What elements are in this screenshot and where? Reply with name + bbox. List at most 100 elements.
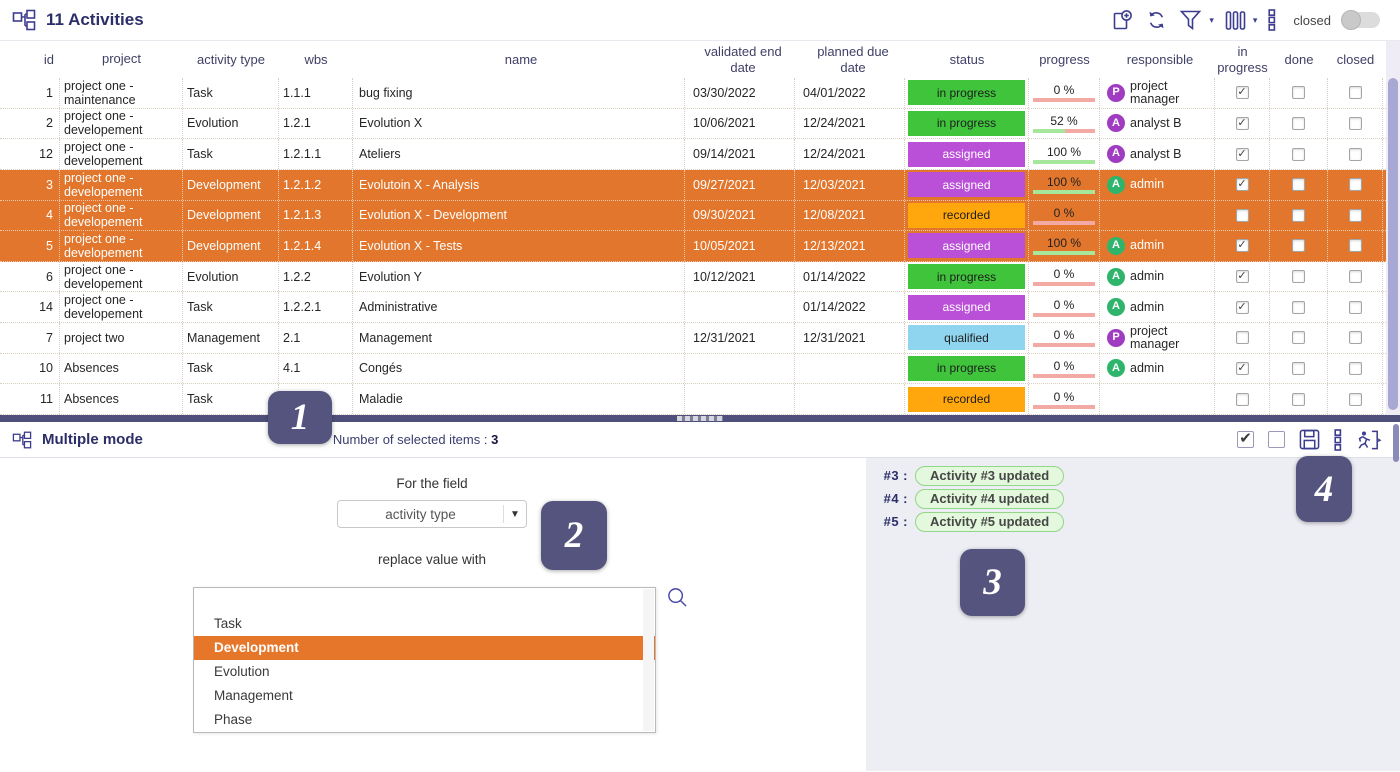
cell-in-progress: ✓: [1215, 231, 1270, 261]
horizontal-scrollbar-thumb[interactable]: [677, 416, 723, 421]
table-row[interactable]: 3 project one - developement Development 1.…: [0, 169, 1400, 201]
search-icon[interactable]: [666, 586, 691, 611]
checkbox-in-progress[interactable]: [1235, 392, 1249, 406]
table-row[interactable]: 12 project one - developement Task 1.2.1.1 A…: [0, 139, 1400, 170]
checkbox-closed[interactable]: [1348, 270, 1362, 284]
vertical-scrollbar-thumb[interactable]: [1388, 78, 1398, 410]
checkbox-done[interactable]: [1292, 116, 1305, 130]
table-row[interactable]: 14 project one - developement Task 1.2.2.1 A…: [0, 292, 1400, 323]
select-all-checkbox[interactable]: ✔: [1237, 431, 1254, 448]
listbox-option[interactable]: Task: [214, 616, 242, 631]
status-badge: assigned: [908, 233, 1025, 259]
value-listbox: Task Development Evolution Management Phase: [193, 587, 656, 733]
checkbox-in-progress[interactable]: ✓: [1235, 86, 1249, 100]
column-header[interactable]: project: [101, 51, 142, 67]
checkbox-closed[interactable]: [1348, 86, 1362, 100]
column-header[interactable]: responsible: [1126, 51, 1194, 67]
cell-wbs-text: 1.2.2.1: [283, 300, 322, 315]
checkbox-done[interactable]: [1292, 300, 1305, 314]
listbox-scrollbar[interactable]: [643, 589, 654, 731]
status-badge: recorded: [908, 386, 1025, 412]
column-header[interactable]: activity type: [197, 51, 265, 67]
listbox-option[interactable]: [194, 588, 655, 612]
listbox-option[interactable]: Management: [214, 688, 293, 703]
table-row[interactable]: 1 project one - maintenance Task 1.1.1 bug f…: [0, 78, 1400, 109]
checkbox-in-progress[interactable]: ✓: [1235, 178, 1249, 192]
checkbox-in-progress[interactable]: ✓: [1235, 361, 1249, 375]
column-header[interactable]: closed: [1336, 51, 1375, 67]
table-row[interactable]: 2 project one - developement Evolution 1.2.…: [0, 108, 1400, 140]
table-row[interactable]: 4 project one - developement Development 1.…: [0, 200, 1400, 232]
checkbox-done[interactable]: [1292, 208, 1305, 222]
checkbox-closed[interactable]: [1348, 239, 1362, 253]
field-select[interactable]: activity type ▼: [337, 500, 527, 528]
checkbox-closed[interactable]: [1348, 147, 1362, 161]
horizontal-scrollbar[interactable]: [0, 415, 1400, 422]
table-row[interactable]: 6 project one - developement Evolution 1.2.…: [0, 261, 1400, 293]
cell-done: [1270, 323, 1328, 353]
checkbox-done[interactable]: [1292, 392, 1305, 406]
listbox-option[interactable]: Evolution: [214, 664, 270, 679]
refresh-icon[interactable]: [1145, 9, 1168, 31]
column-header[interactable]: status: [949, 51, 985, 67]
table-row[interactable]: 7 project two Management 2.1 Management 12/31…: [0, 323, 1400, 354]
checkbox-in-progress[interactable]: [1235, 208, 1249, 222]
column-header[interactable]: validated end date: [704, 43, 782, 75]
column-header[interactable]: in progress: [1217, 43, 1268, 75]
more-menu-icon[interactable]: [1334, 428, 1342, 451]
filter-icon[interactable]: [1179, 10, 1202, 31]
checkbox-closed[interactable]: [1348, 178, 1362, 192]
closed-toggle[interactable]: [1341, 10, 1380, 30]
cell-project: project one - developement: [60, 139, 183, 169]
vertical-scrollbar[interactable]: [1386, 41, 1400, 415]
cell-project-text: Absences: [64, 361, 119, 376]
columns-icon[interactable]: [1225, 10, 1246, 31]
checkbox-closed[interactable]: [1348, 331, 1362, 345]
checkbox-in-progress[interactable]: ✓: [1235, 239, 1249, 253]
column-header[interactable]: id: [43, 51, 54, 67]
checkbox-in-progress[interactable]: ✓: [1235, 147, 1249, 161]
checkbox-done[interactable]: [1292, 239, 1305, 253]
checkbox-closed[interactable]: [1348, 116, 1362, 130]
checkbox-in-progress[interactable]: ✓: [1235, 300, 1249, 314]
deselect-all-checkbox[interactable]: [1268, 431, 1285, 448]
checkbox-closed[interactable]: [1348, 208, 1362, 222]
table-row[interactable]: 5 project one - developement Development 1.…: [0, 231, 1400, 262]
more-menu-icon[interactable]: [1268, 9, 1276, 31]
checkbox-done[interactable]: [1292, 147, 1305, 161]
checkbox-done[interactable]: [1292, 331, 1305, 345]
exit-multiple-mode-icon[interactable]: [1356, 429, 1382, 451]
checkbox-done[interactable]: [1292, 86, 1305, 100]
checkbox-done[interactable]: [1292, 361, 1305, 375]
checkbox-closed[interactable]: [1348, 392, 1362, 406]
checkbox-done[interactable]: [1292, 270, 1305, 284]
column-header[interactable]: progress: [1039, 51, 1090, 67]
checkbox-closed[interactable]: [1348, 361, 1362, 375]
add-activity-icon[interactable]: [1111, 9, 1134, 32]
checkbox-in-progress[interactable]: ✓: [1235, 270, 1249, 284]
cell-done: [1270, 384, 1328, 414]
cell-validated-end-date: [685, 292, 795, 322]
cell-id-text: 10: [39, 361, 53, 376]
listbox-option[interactable]: Phase: [214, 712, 253, 727]
listbox-option[interactable]: Development: [194, 636, 655, 660]
table-row[interactable]: 11 Absences Task Maladie recorded 0 %: [0, 384, 1400, 415]
cell-activity-type: Development: [183, 231, 279, 261]
panel-scrollbar-thumb[interactable]: [1393, 424, 1399, 462]
filter-caret-icon[interactable]: ▾: [1209, 14, 1214, 25]
column-header[interactable]: wbs: [304, 51, 328, 67]
checkbox-in-progress[interactable]: [1235, 331, 1249, 345]
checkbox-closed[interactable]: [1348, 300, 1362, 314]
chevron-down-icon[interactable]: ▼: [510, 508, 520, 520]
column-header[interactable]: planned due date: [817, 43, 889, 75]
column-header[interactable]: done: [1284, 51, 1314, 67]
columns-caret-icon[interactable]: ▾: [1252, 14, 1258, 25]
cell-project-text: project one - developement: [64, 170, 143, 199]
column-header[interactable]: name: [504, 51, 538, 67]
progress-value: 0 %: [1053, 205, 1075, 220]
checkbox-done[interactable]: [1292, 178, 1305, 192]
save-icon[interactable]: [1299, 429, 1320, 450]
checkbox-in-progress[interactable]: ✓: [1235, 116, 1249, 130]
